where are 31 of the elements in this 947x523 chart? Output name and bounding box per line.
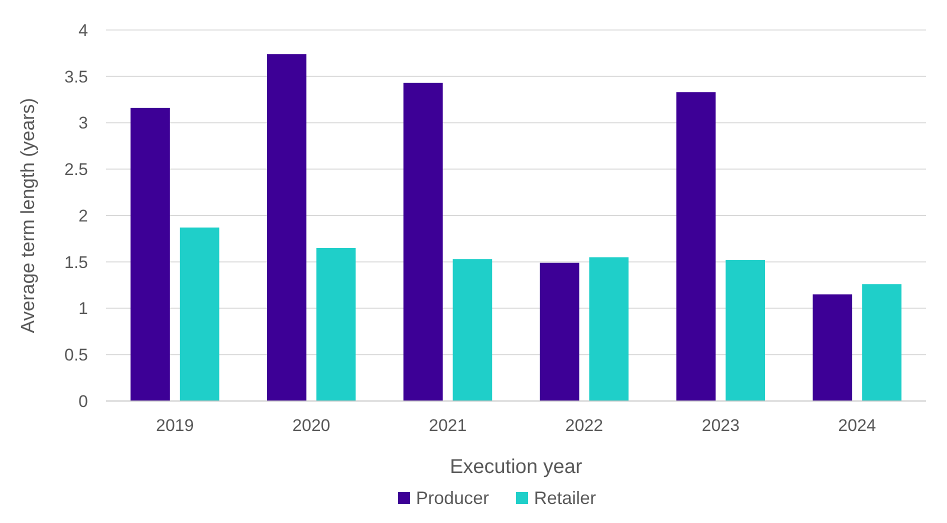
x-tick-label: 2022 — [565, 416, 604, 435]
y-tick-label: 0 — [78, 392, 88, 411]
x-axis-title: Execution year — [450, 456, 582, 478]
bar — [316, 248, 356, 401]
bar — [130, 108, 170, 401]
y-tick-label: 3.5 — [64, 67, 88, 86]
y-tick-label: 2.5 — [64, 160, 88, 180]
bar — [267, 54, 306, 401]
bar — [726, 260, 765, 401]
y-tick-label: 3 — [78, 114, 88, 133]
y-axis-title: Average term length (years) — [18, 98, 39, 334]
bar — [540, 262, 580, 401]
bar — [862, 284, 902, 401]
x-tick-label: 2019 — [156, 416, 194, 435]
y-tick-label: 4 — [78, 20, 88, 40]
bar — [812, 294, 852, 401]
x-tick-label: 2024 — [838, 416, 876, 435]
legend-label: Retailer — [534, 488, 596, 508]
bar — [452, 259, 492, 401]
y-tick-label: 1 — [78, 299, 88, 318]
y-tick-label: 0.5 — [64, 346, 88, 365]
bar — [403, 82, 443, 401]
x-tick-label: 2020 — [292, 416, 330, 435]
x-tick-label: 2023 — [702, 416, 740, 435]
y-tick-label: 1.5 — [64, 252, 88, 272]
y-tick-label: 2 — [78, 206, 88, 226]
bar — [180, 228, 220, 401]
bar — [676, 92, 716, 401]
x-tick-label: 2021 — [428, 416, 467, 435]
legend-label: Producer — [416, 488, 490, 508]
bar — [589, 257, 629, 401]
